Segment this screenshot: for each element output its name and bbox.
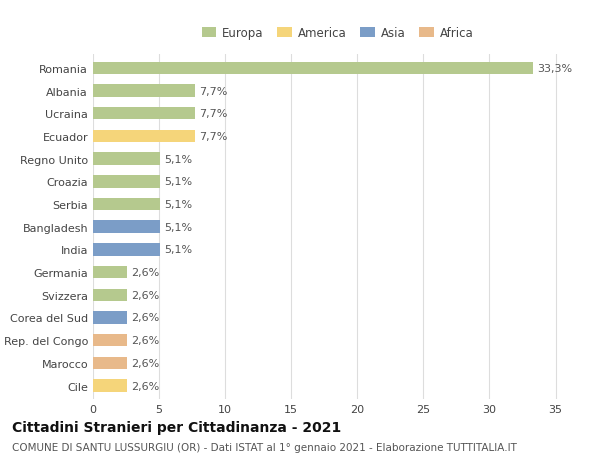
Bar [93,289,127,302]
Bar [93,108,195,120]
Text: 7,7%: 7,7% [199,132,227,142]
Text: 7,7%: 7,7% [199,86,227,96]
Text: 5,1%: 5,1% [164,222,193,232]
Bar [93,176,160,188]
Text: Cittadini Stranieri per Cittadinanza - 2021: Cittadini Stranieri per Cittadinanza - 2… [12,420,341,434]
Bar [93,357,127,369]
Bar [93,221,160,234]
Bar [93,85,195,98]
Text: 7,7%: 7,7% [199,109,227,119]
Text: COMUNE DI SANTU LUSSURGIU (OR) - Dati ISTAT al 1° gennaio 2021 - Elaborazione TU: COMUNE DI SANTU LUSSURGIU (OR) - Dati IS… [12,442,517,452]
Text: 2,6%: 2,6% [131,358,160,368]
Text: 5,1%: 5,1% [164,177,193,187]
Text: 5,1%: 5,1% [164,154,193,164]
Bar [93,198,160,211]
Bar [93,153,160,166]
Text: 2,6%: 2,6% [131,381,160,391]
Text: 2,6%: 2,6% [131,313,160,323]
Bar [93,62,533,75]
Text: 5,1%: 5,1% [164,200,193,210]
Text: 2,6%: 2,6% [131,336,160,346]
Bar [93,130,195,143]
Text: 5,1%: 5,1% [164,245,193,255]
Bar [93,334,127,347]
Bar [93,266,127,279]
Text: 33,3%: 33,3% [537,64,572,73]
Text: 2,6%: 2,6% [131,268,160,278]
Legend: Europa, America, Asia, Africa: Europa, America, Asia, Africa [199,25,476,42]
Text: 2,6%: 2,6% [131,290,160,300]
Bar [93,244,160,256]
Bar [93,312,127,324]
Bar [93,380,127,392]
